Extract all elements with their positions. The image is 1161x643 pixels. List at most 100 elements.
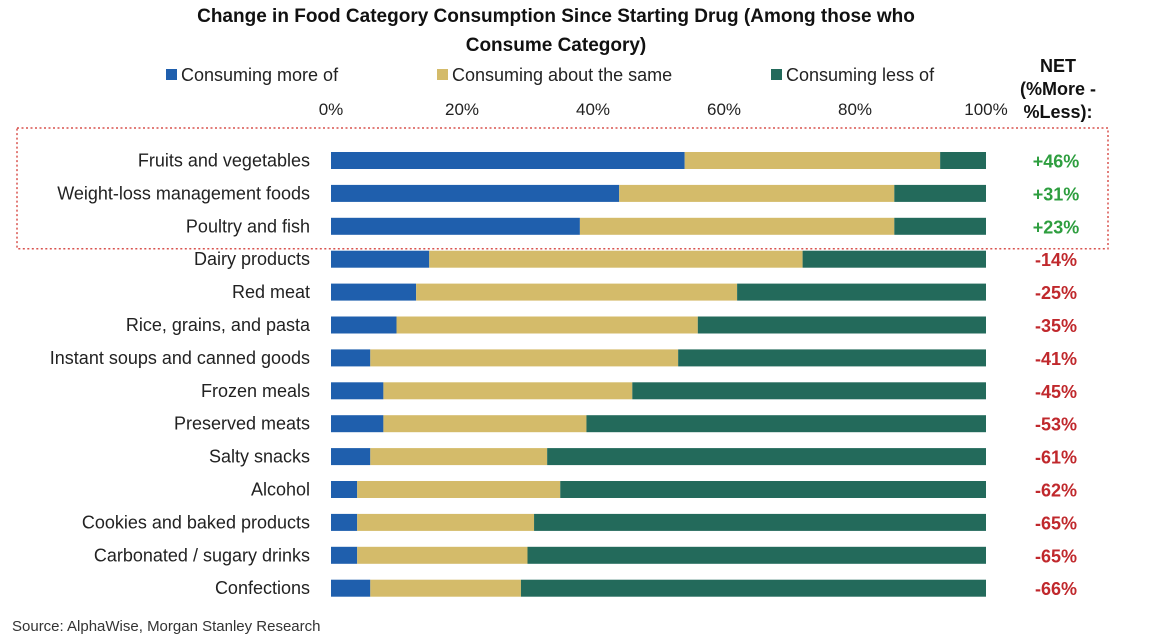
bar-segment-less: [678, 349, 986, 367]
bar-segment-more: [331, 382, 384, 400]
bar-segment-same: [383, 415, 587, 433]
legend-swatch: [771, 69, 782, 80]
bar-row: Weight-loss management foods +31%: [57, 183, 1079, 204]
bar-segment-less: [737, 283, 986, 301]
net-value-label: -61%: [1035, 448, 1077, 468]
net-value-label: -62%: [1035, 481, 1077, 501]
category-label: Cookies and baked products: [82, 512, 310, 532]
bar-segment-same: [357, 546, 528, 564]
bar-row: Frozen meals -45%: [201, 381, 1077, 402]
legend-label: Consuming more of: [181, 65, 339, 85]
bar-segment-more: [331, 546, 358, 564]
highlight-box-border: [16, 127, 1109, 250]
bar-segment-more: [331, 481, 358, 498]
legend-label: Consuming about the same: [452, 65, 672, 85]
bar-segment-same: [684, 152, 941, 169]
bar-segment-same: [383, 382, 633, 400]
bar-segment-less: [697, 316, 986, 334]
net-value-label: -25%: [1035, 283, 1077, 303]
category-label: Carbonated / sugary drinks: [94, 545, 310, 565]
bar-segment-less: [547, 448, 986, 466]
legend-label: Consuming less of: [786, 65, 935, 85]
category-label: Instant soups and canned goods: [50, 348, 310, 368]
bar-segment-less: [894, 184, 986, 202]
bar-segment-less: [586, 415, 986, 433]
category-label: Salty snacks: [209, 447, 310, 467]
x-tick-label: 100%: [964, 100, 1007, 119]
legend: Consuming more of Consuming about the sam…: [166, 65, 935, 85]
bar-row: Rice, grains, and pasta -35%: [126, 315, 1077, 336]
category-label: Alcohol: [251, 480, 310, 500]
bar-segment-more: [331, 579, 371, 597]
category-label: Red meat: [232, 282, 310, 302]
net-value-label: -65%: [1035, 546, 1077, 566]
highlight-box: [16, 127, 1109, 250]
net-header-line: (%More -: [1020, 79, 1096, 99]
category-label: Preserved meats: [174, 414, 310, 434]
net-header-line: %Less):: [1023, 102, 1092, 122]
net-value-label: -35%: [1035, 316, 1077, 336]
source-note: Source: AlphaWise, Morgan Stanley Resear…: [12, 618, 321, 635]
bar-segment-more: [331, 184, 620, 202]
category-label: Weight-loss management foods: [57, 183, 310, 203]
net-value-label: +31%: [1033, 184, 1080, 204]
bar-segment-less: [894, 217, 986, 235]
net-value-label: -65%: [1035, 513, 1077, 533]
category-label: Frozen meals: [201, 381, 310, 401]
bar-segment-more: [331, 513, 358, 531]
net-value-label: -66%: [1035, 579, 1077, 599]
bar-row: Dairy products -14%: [194, 249, 1077, 270]
bar-row: Alcohol -62%: [251, 480, 1077, 501]
chart-title-line-1: Change in Food Category Consumption Sinc…: [197, 6, 915, 27]
net-value-label: -45%: [1035, 382, 1077, 402]
net-value-label: -41%: [1035, 349, 1077, 369]
bar-segment-same: [429, 250, 803, 268]
bar-segment-same: [619, 184, 895, 202]
bar-segment-less: [560, 481, 986, 498]
bar-segment-more: [331, 316, 397, 334]
net-header-line: NET: [1040, 56, 1076, 76]
bar-row: Cookies and baked products -65%: [82, 512, 1077, 533]
x-tick-label: 0%: [319, 100, 344, 119]
bar-row: Poultry and fish +23%: [186, 216, 1079, 237]
x-axis: 0% 20% 40% 60% 80% 100%: [319, 100, 1008, 119]
bar-segment-more: [331, 448, 371, 466]
net-value-label: +46%: [1033, 152, 1080, 172]
chart-title-line-2: Consume Category): [466, 35, 647, 56]
bar-row: Red meat -25%: [232, 282, 1077, 303]
bar-segment-same: [579, 217, 895, 235]
x-tick-label: 20%: [445, 100, 479, 119]
bar-segment-less: [940, 152, 986, 169]
category-label: Dairy products: [194, 249, 310, 269]
bar-segment-same: [357, 513, 535, 531]
chart-title: Change in Food Category Consumption Sinc…: [197, 6, 915, 56]
x-tick-label: 40%: [576, 100, 610, 119]
bar-segment-same: [396, 316, 698, 334]
legend-swatch: [166, 69, 177, 80]
bar-segment-more: [331, 152, 685, 169]
bar-segment-same: [370, 579, 521, 597]
net-value-label: +23%: [1033, 217, 1080, 237]
bar-rows: Fruits and vegetables +46% Weight-loss man…: [50, 151, 1079, 600]
bar-row: Salty snacks -61%: [209, 447, 1077, 468]
net-value-label: -53%: [1035, 415, 1077, 435]
bar-segment-less: [520, 579, 986, 597]
bar-segment-less: [534, 513, 986, 531]
bar-row: Confections -66%: [215, 578, 1077, 599]
bar-segment-same: [370, 349, 679, 367]
legend-swatch: [437, 69, 448, 80]
bar-row: Preserved meats -53%: [174, 414, 1077, 435]
bar-segment-less: [527, 546, 986, 564]
category-label: Poultry and fish: [186, 216, 310, 236]
x-tick-label: 80%: [838, 100, 872, 119]
bar-segment-same: [416, 283, 738, 301]
bar-segment-same: [357, 481, 561, 498]
bar-segment-more: [331, 349, 371, 367]
bar-row: Fruits and vegetables +46%: [138, 151, 1079, 172]
bar-row: Instant soups and canned goods -41%: [50, 348, 1077, 369]
bar-segment-less: [802, 250, 986, 268]
net-value-label: -14%: [1035, 250, 1077, 270]
bar-segment-more: [331, 415, 384, 433]
bar-segment-more: [331, 217, 580, 235]
